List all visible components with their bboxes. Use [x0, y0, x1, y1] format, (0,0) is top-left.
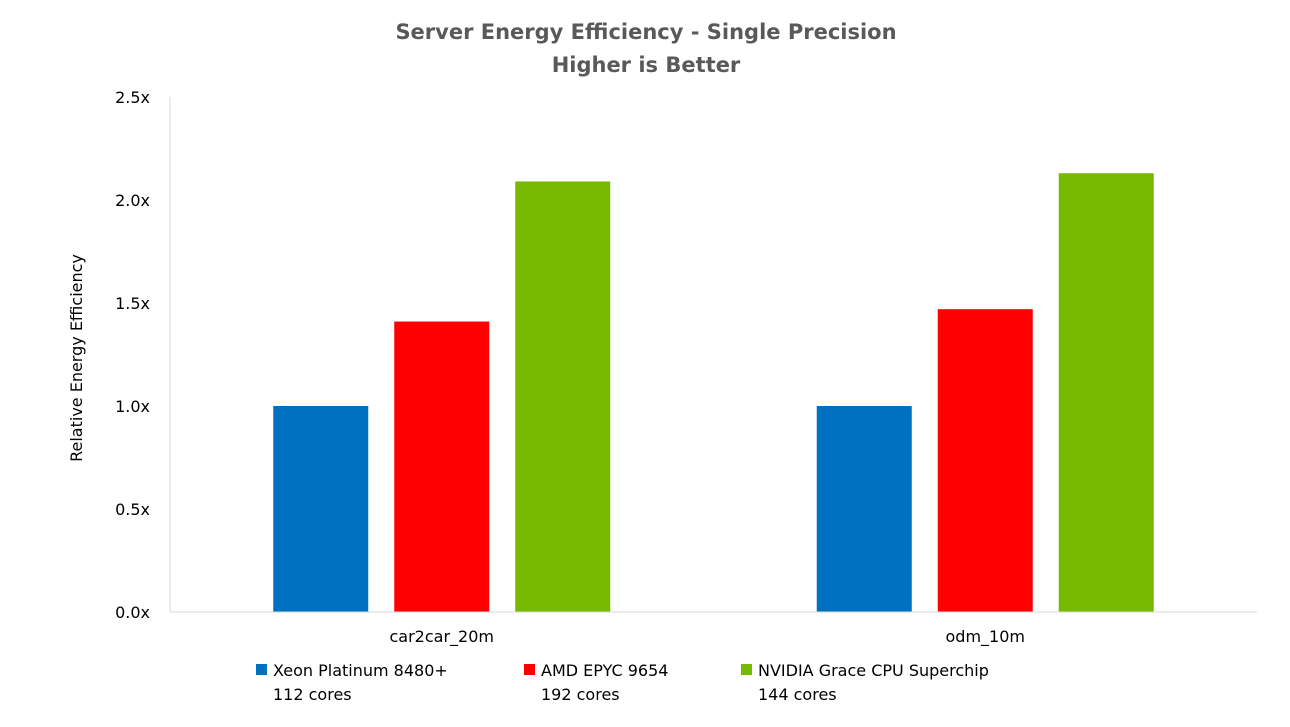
legend-swatch: [741, 664, 752, 675]
plot-area: 0.0x 0.5x 1.0x 1.5x 2.0x 2.5x car2car_20m odm_1…: [115, 88, 1257, 647]
legend-swatch: [256, 664, 267, 675]
bar: [394, 321, 490, 612]
y-tick-label: 2.5x: [115, 88, 150, 107]
legend-note: 112 cores: [273, 685, 352, 704]
legend-label: NVIDIA Grace CPU Superchip: [758, 661, 989, 680]
y-tick-label: 1.0x: [115, 397, 150, 416]
bar: [816, 406, 912, 612]
y-axis-label: Relative Energy Efficiency: [67, 254, 86, 462]
y-tick-label: 0.5x: [115, 500, 150, 519]
chart-subtitle: Higher is Better: [552, 53, 741, 77]
bar: [273, 406, 369, 612]
legend-item: AMD EPYC 9654 192 cores: [524, 661, 668, 704]
legend-swatch: [524, 664, 535, 675]
y-tick-label: 1.5x: [115, 294, 150, 313]
y-tick-label: 0.0x: [115, 603, 150, 622]
x-tick-label: car2car_20m: [390, 627, 494, 647]
bar: [937, 309, 1033, 612]
chart-title: Server Energy Efficiency - Single Precis…: [395, 20, 896, 44]
y-tick-label: 2.0x: [115, 191, 150, 210]
legend-item: Xeon Platinum 8480+ 112 cores: [256, 661, 448, 704]
bar: [1058, 173, 1154, 612]
bar: [515, 181, 611, 612]
x-tick-label: odm_10m: [946, 627, 1025, 647]
legend-label: Xeon Platinum 8480+: [273, 661, 448, 680]
legend-note: 192 cores: [541, 685, 620, 704]
legend: Xeon Platinum 8480+ 112 cores AMD EPYC 965…: [256, 661, 989, 704]
legend-label: AMD EPYC 9654: [541, 661, 668, 680]
legend-note: 144 cores: [758, 685, 837, 704]
legend-item: NVIDIA Grace CPU Superchip 144 cores: [741, 661, 989, 704]
